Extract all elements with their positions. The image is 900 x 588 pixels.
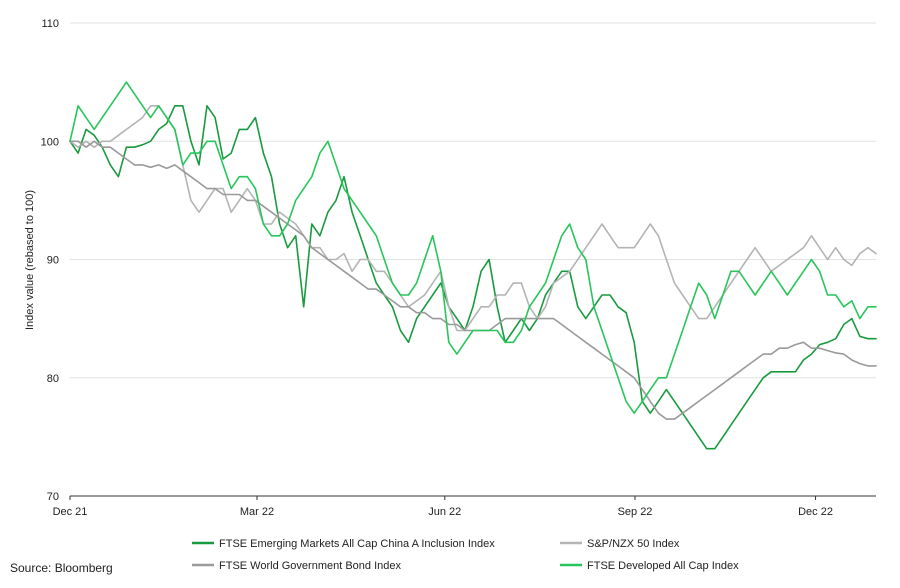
y-tick-label: 110 — [41, 18, 59, 30]
series-lines — [69, 81, 877, 450]
legend: FTSE Emerging Markets All Cap China A In… — [192, 538, 739, 572]
legend-label: FTSE Emerging Markets All Cap China A In… — [219, 538, 495, 550]
y-tick-label: 100 — [41, 136, 59, 148]
x-tick-label: Sep 22 — [618, 506, 653, 518]
x-tick-label: Jun 22 — [428, 506, 461, 518]
x-tick-label: Mar 22 — [240, 506, 274, 518]
legend-label: S&P/NZX 50 Index — [587, 538, 680, 550]
legend-item: S&P/NZX 50 Index — [560, 538, 680, 550]
y-axis: 70 80 90 100 110 — [41, 18, 59, 503]
x-tick-label: Dec 22 — [798, 506, 833, 518]
series-line-1 — [69, 105, 877, 450]
legend-item: FTSE Developed All Cap Index — [560, 560, 739, 572]
legend-item: FTSE World Government Bond Index — [192, 560, 401, 572]
y-axis-label: Index value (rebased to 100) — [24, 190, 36, 330]
y-tick-label: 80 — [47, 373, 59, 385]
legend-label: FTSE World Government Bond Index — [219, 560, 401, 572]
source-note: Source: Bloomberg — [10, 561, 113, 575]
y-tick-label: 90 — [47, 255, 59, 267]
y-tick-label: 70 — [47, 491, 59, 503]
series-line-2 — [69, 105, 877, 332]
grid-lines — [70, 22, 876, 497]
x-tick-label: Dec 21 — [53, 506, 88, 518]
legend-item: FTSE Emerging Markets All Cap China A In… — [192, 538, 495, 550]
series-line-4 — [69, 81, 877, 415]
legend-label: FTSE Developed All Cap Index — [587, 560, 739, 572]
x-axis: Dec 21 Mar 22 Jun 22 Sep 22 Dec 22 — [53, 496, 833, 518]
